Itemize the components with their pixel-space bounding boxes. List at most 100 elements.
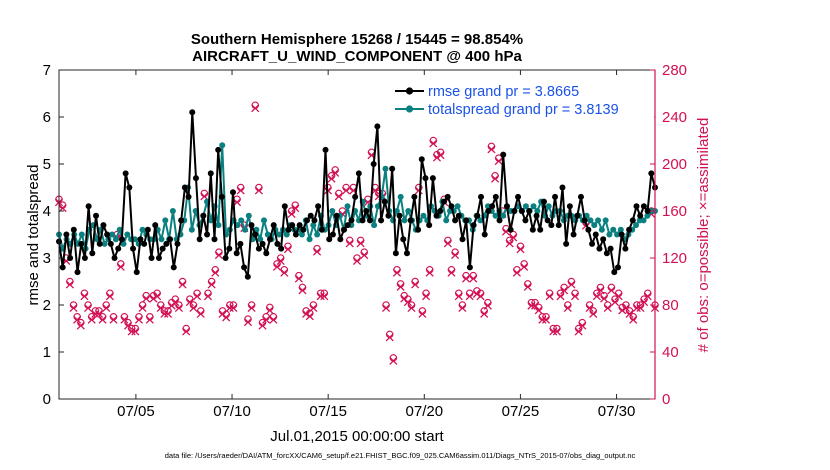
obs-assimilated-marker (451, 251, 460, 260)
totalspread-point (401, 217, 408, 224)
obs-assimilated-marker (407, 303, 416, 313)
y-tick-label: 1 (43, 344, 51, 361)
rmse-point (241, 264, 248, 271)
obs-assimilated-marker (189, 303, 198, 313)
totalspread-point (633, 222, 640, 229)
obs-assimilated-marker (516, 245, 525, 254)
totalspread-point (124, 231, 131, 238)
totalspread-point (397, 193, 404, 200)
obs-assimilated-marker (258, 321, 267, 330)
rmse-point (233, 250, 240, 257)
rmse-point (192, 175, 199, 182)
obs-assimilated-marker (138, 303, 147, 313)
rmse-point (348, 217, 355, 224)
obs-assimilated-marker (298, 286, 307, 295)
totalspread-point (420, 212, 427, 219)
rmse-point (489, 203, 496, 210)
x-tick-label: 07/15 (309, 403, 347, 420)
totalspread-point (500, 212, 507, 219)
rmse-point (633, 203, 640, 210)
obs-assimilated-marker (556, 292, 565, 301)
rmse-point (507, 226, 514, 233)
totalspread-point (443, 217, 450, 224)
x-tick-label: 07/30 (598, 403, 636, 420)
y-right-tick-label: 80 (662, 297, 679, 314)
rmse-point (463, 217, 470, 224)
rmse-point (600, 236, 607, 243)
obs-assimilated-marker (73, 315, 82, 324)
rmse-point (174, 240, 181, 247)
rmse-point (133, 269, 140, 276)
rmse-point (59, 264, 66, 271)
rmse-point (492, 193, 499, 200)
rmse-point (229, 189, 236, 196)
totalspread-point (245, 212, 252, 219)
obs-assimilated-marker (585, 303, 594, 313)
rmse-point (333, 212, 340, 219)
obs-assimilated-marker (458, 303, 467, 313)
totalspread-point (306, 236, 313, 243)
obs-assimilated-marker (509, 233, 518, 242)
rmse-point (352, 193, 359, 200)
obs-assimilated-marker (193, 292, 202, 301)
rmse-point (522, 217, 529, 224)
totalspread-point (610, 226, 617, 233)
totalspread-point (614, 231, 621, 238)
obs-assimilated-marker (625, 309, 634, 318)
obs-assimilated-marker (153, 292, 162, 301)
rmse-point (500, 151, 507, 158)
y-axis-label: rmse and totalspread (25, 165, 42, 306)
rmse-point (93, 212, 100, 219)
rmse-point (503, 203, 510, 210)
totalspread-point (393, 208, 400, 214)
rmse-point (78, 240, 85, 247)
rmse-point (396, 212, 403, 219)
totalspread-point (534, 208, 541, 214)
obs-assimilated-marker (120, 315, 129, 324)
rmse-point (629, 217, 636, 224)
obs-assimilated-marker (382, 303, 391, 313)
obs-assimilated-marker (294, 274, 303, 283)
totalspread-point (276, 231, 283, 238)
rmse-point (552, 193, 559, 200)
legend-box (392, 82, 654, 120)
obs-assimilated-marker (603, 303, 612, 313)
totalspread-point (283, 231, 290, 238)
totalspread-point (484, 203, 491, 210)
obs-assimilated-marker (476, 292, 485, 301)
data-file-footnote: data file: /Users/raeder/DAI/ATM_forcXX/… (165, 451, 636, 460)
y-tick-label: 4 (43, 203, 51, 220)
obs-assimilated-marker (145, 315, 154, 324)
rmse-point (278, 245, 285, 252)
rmse-point (337, 236, 344, 243)
obs-assimilated-marker (309, 303, 318, 313)
rmse-point (63, 231, 70, 238)
totalspread-point (298, 231, 305, 238)
obs-assimilated-marker (447, 268, 456, 277)
rmse-point (422, 175, 429, 182)
obs-assimilated-marker (621, 303, 630, 313)
obs-assimilated-marker (396, 282, 405, 291)
x-tick-label: 07/20 (406, 403, 444, 420)
rmse-point (596, 245, 603, 252)
totalspread-point (344, 203, 351, 210)
rmse-point (81, 255, 88, 261)
rmse-point (381, 198, 388, 205)
x-axis-ticks: 07/05 07/10 07/15 07/20 07/25 07/30 (117, 70, 635, 420)
obs-assimilated-marker (160, 309, 169, 318)
obs-assimilated-marker (134, 315, 144, 324)
obs-assimilated-marker (360, 251, 369, 260)
rmse-point (122, 170, 129, 177)
obs-assimilated-marker (272, 262, 282, 271)
obs-assimilated-marker (243, 318, 253, 327)
x-tick-label: 07/05 (117, 403, 155, 420)
obs-assimilated-marker (182, 327, 191, 336)
obs-assimilated-marker (225, 303, 234, 313)
y-right-tick-label: 280 (662, 62, 687, 79)
rmse-point (285, 226, 292, 233)
totalspread-point (522, 203, 529, 210)
obs-assimilated-marker (643, 292, 652, 301)
obs-assimilated-marker (592, 292, 601, 301)
rmse-point (411, 193, 418, 200)
rmse-point (344, 222, 351, 229)
